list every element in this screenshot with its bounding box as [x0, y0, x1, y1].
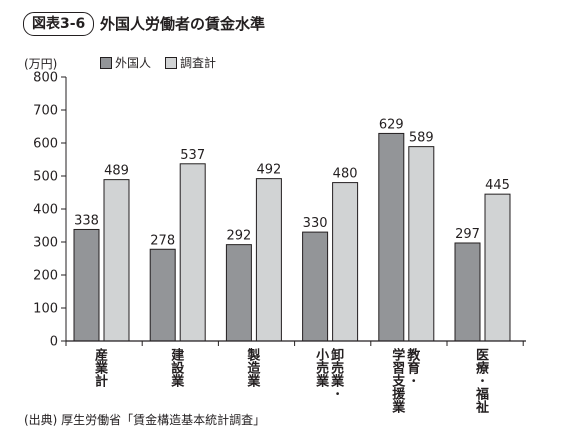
y-tick-label-200: 200: [33, 269, 58, 284]
legend-swatch-foreign: [100, 56, 112, 69]
legend-item-foreign: 外国人: [100, 54, 151, 71]
category-label-5: 医療･福祉: [475, 349, 490, 416]
category-label-1: 建設業: [170, 348, 185, 390]
legend-label-foreign: 外国人: [115, 56, 152, 70]
bar-survey-0: [103, 179, 130, 342]
y-tick-label-0: 0: [50, 335, 58, 350]
data-label-survey-5: 445: [485, 178, 510, 193]
chart-title: 外国人労働者の賃金水準: [100, 15, 266, 33]
data-label-foreign-0: 338: [74, 213, 99, 228]
data-label-foreign-4: 629: [379, 117, 404, 132]
legend-item-survey: 調査計: [165, 54, 216, 71]
y-tick-label-400: 400: [33, 203, 58, 218]
bar-foreign-4: [378, 132, 405, 342]
y-tick-label-600: 600: [33, 137, 58, 152]
legend-label-survey: 調査計: [180, 56, 217, 70]
data-label-survey-3: 480: [333, 167, 358, 182]
data-label-foreign-3: 330: [303, 216, 328, 231]
category-label-3-col0: 卸売業･: [330, 348, 345, 403]
y-tick-label-700: 700: [33, 104, 58, 119]
y-tick-label-300: 300: [33, 236, 58, 251]
data-label-foreign-5: 297: [455, 227, 480, 242]
data-label-foreign-2: 292: [226, 229, 251, 244]
bar-foreign-3: [302, 231, 329, 342]
bar-foreign-5: [454, 242, 481, 342]
bar-survey-4: [408, 146, 435, 342]
data-label-survey-4: 589: [409, 131, 434, 146]
legend-swatch-survey: [165, 56, 178, 69]
data-label-foreign-1: 278: [150, 233, 175, 248]
y-tick-label-500: 500: [33, 170, 58, 185]
category-label-3-col1: 小売業: [315, 349, 330, 390]
y-axis-unit-label: (万円): [24, 57, 58, 71]
figure-label: 図表3-6: [23, 12, 95, 36]
bar-survey-1: [179, 163, 206, 342]
data-label-survey-1: 537: [180, 148, 205, 163]
data-label-survey-0: 489: [104, 164, 129, 179]
category-label-0: 産業計: [94, 348, 109, 390]
source-note: (出典) 厚生労働省「賃金構造基本統計調査」: [24, 413, 266, 427]
data-label-survey-2: 492: [256, 163, 281, 178]
bar-survey-5: [484, 193, 511, 342]
bar-foreign-1: [149, 248, 176, 342]
category-label-4-col1: 学習支援業: [391, 348, 406, 416]
bar-foreign-2: [225, 244, 252, 342]
bar-foreign-0: [73, 228, 100, 342]
y-tick-label-100: 100: [33, 302, 58, 317]
legend: 外国人 調査計: [100, 54, 216, 71]
bar-survey-2: [255, 178, 282, 342]
category-label-4-col0: 教育･: [406, 348, 421, 390]
y-tick-label-800: 800: [33, 71, 58, 86]
bar-survey-3: [332, 182, 359, 342]
category-label-2: 製造業: [246, 348, 261, 390]
